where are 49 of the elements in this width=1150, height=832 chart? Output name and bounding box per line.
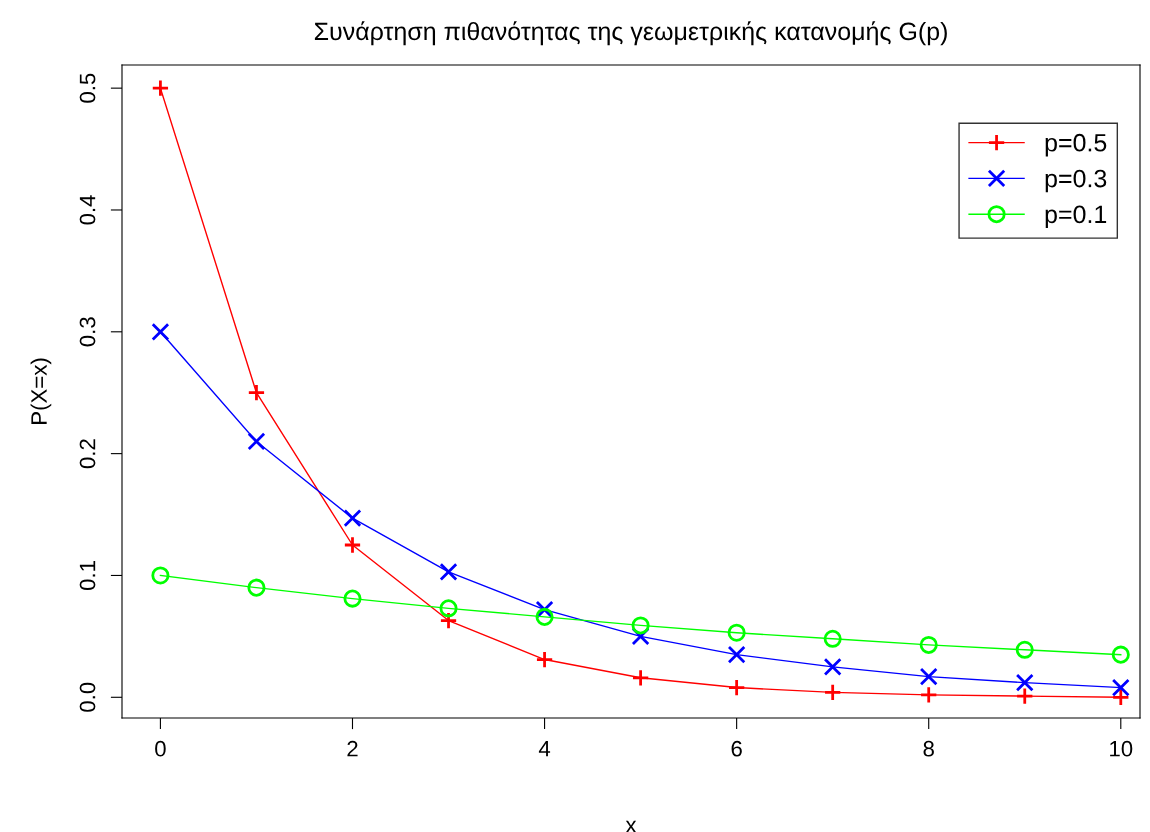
point: [919, 685, 938, 704]
point: [151, 322, 170, 341]
point: [823, 657, 842, 676]
point: [151, 566, 170, 585]
x-tick-label: 8: [923, 740, 934, 757]
point: [535, 607, 554, 626]
point: [919, 635, 938, 654]
y-tick-label: 0.5: [79, 73, 96, 103]
point: [631, 668, 650, 687]
point: [439, 599, 458, 618]
y-tick-label: 0.4: [79, 195, 96, 225]
y-tick-label: 0.2: [79, 439, 96, 469]
point: [1015, 673, 1034, 692]
point: [343, 535, 362, 555]
y-axis-title: P(X=x): [30, 358, 52, 424]
legend-label: p=0.5: [1045, 133, 1107, 157]
point: [343, 509, 362, 528]
point: [247, 432, 266, 451]
point: [919, 667, 938, 686]
y-tick-label: 0.1: [79, 561, 96, 591]
point: [439, 611, 458, 630]
point: [247, 383, 266, 402]
point: [1015, 687, 1034, 706]
point: [727, 678, 746, 697]
chart-title: Συνάρτηση πιθανότητας της γεωμετρικής κατανομής G(p): [314, 21, 947, 46]
point: [823, 683, 842, 702]
y-tick-label: 0.0: [79, 682, 96, 712]
y-tick-label: 0.3: [79, 317, 96, 347]
point: [439, 562, 458, 581]
point: [727, 623, 746, 642]
point: [631, 616, 650, 635]
x-tick-label: 10: [1110, 740, 1133, 757]
legend-label: p=0.1: [1045, 205, 1107, 229]
point: [1015, 640, 1034, 659]
x-axis-title: x: [625, 820, 637, 832]
x-tick-label: 4: [538, 741, 551, 757]
x-tick-label: 6: [731, 740, 742, 757]
point: [1111, 688, 1130, 707]
x-tick-label: 0: [155, 740, 166, 757]
point: [823, 629, 842, 648]
legend-label: p=0.3: [1045, 169, 1107, 193]
point: [727, 645, 746, 664]
point: [151, 79, 170, 98]
point: [343, 589, 362, 608]
point: [247, 578, 266, 597]
x-tick-label: 2: [347, 740, 358, 757]
point: [1111, 645, 1130, 664]
point: [535, 650, 554, 669]
point: [1111, 678, 1130, 697]
